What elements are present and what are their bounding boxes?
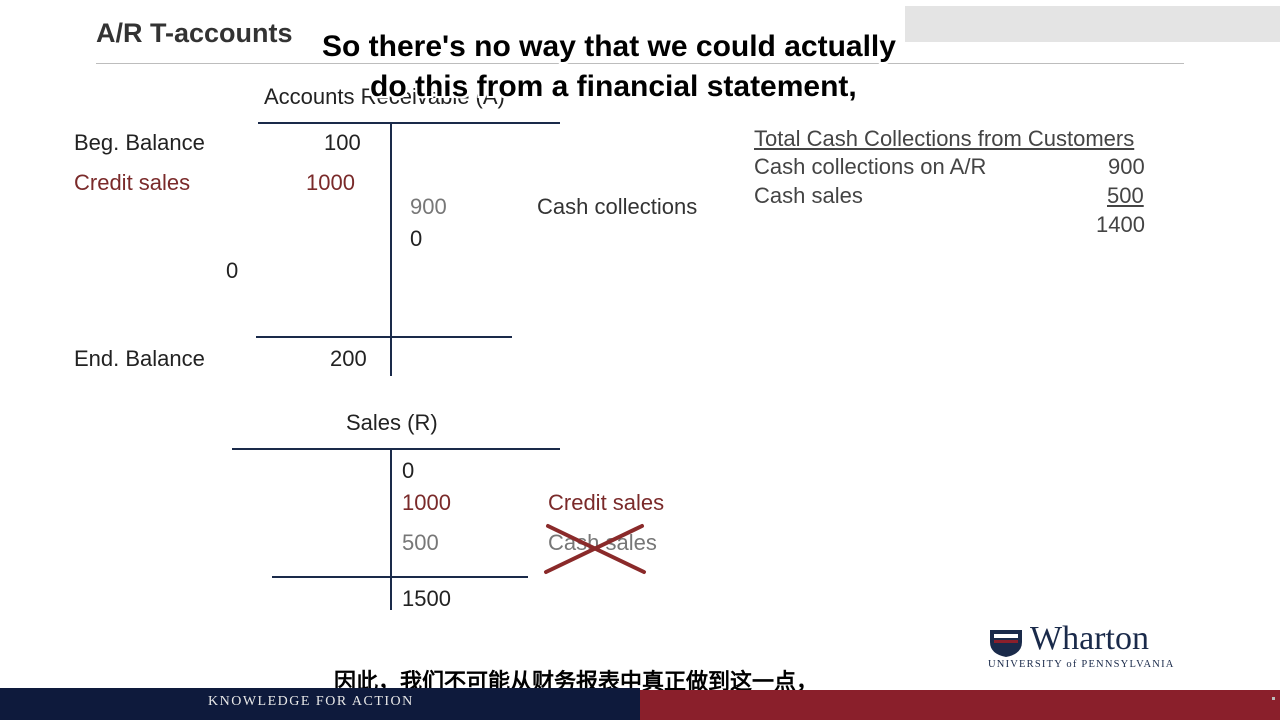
sales-bottom-line [272, 576, 528, 578]
strike-cross-icon [544, 524, 646, 574]
subtitle-line-1: So there's no way that we could actually [322, 30, 896, 63]
slide-edge-mark [1272, 697, 1275, 700]
ar-collections-label: Cash collections [537, 194, 698, 219]
sales-account-header: Sales (R) [346, 410, 438, 435]
ar-end-label: End. Balance [74, 346, 205, 371]
sales-credit-label: Credit sales [548, 490, 665, 515]
ar-beg-label: Beg. Balance [74, 130, 205, 155]
slide-title: A/R T-accounts [96, 18, 293, 48]
wharton-logo-subtext: UNIVERSITY of PENNSYLVANIA [988, 659, 1175, 670]
wharton-logo-text: Wharton [1030, 620, 1149, 657]
sales-credit-value: 1000 [402, 490, 451, 515]
wharton-shield-icon [990, 630, 1022, 657]
title-divider [96, 63, 1184, 64]
sales-cash-value: 500 [402, 530, 439, 555]
ar-credit-label: Credit sales [74, 170, 191, 195]
ar-left-zero: 0 [226, 258, 239, 283]
ar-end-value: 200 [330, 346, 367, 371]
cash-row-value: 500 [1107, 183, 1144, 208]
footer-bar-red [640, 690, 1280, 720]
subtitle-line-2: do this from a financial statement, [370, 70, 857, 103]
cash-row-label: Cash collections on A/R [754, 154, 987, 179]
sales-top-line [232, 448, 560, 450]
sales-zero: 0 [402, 458, 415, 483]
ar-beg-value: 100 [324, 130, 361, 155]
sales-total: 1500 [402, 586, 451, 611]
ar-account-header: Accounts Receivable (A) [264, 84, 505, 109]
ar-top-line [258, 122, 560, 124]
ar-vertical-line [390, 122, 392, 376]
ar-right-zero: 0 [410, 226, 423, 251]
top-right-banner [905, 6, 1280, 42]
ar-bottom-line [256, 336, 512, 338]
cash-row-label: Cash sales [754, 183, 863, 208]
ar-credit-value: 1000 [306, 170, 355, 195]
cash-row-value: 900 [1108, 154, 1145, 179]
cash-collections-header: Total Cash Collections from Customers [754, 126, 1135, 151]
ar-collections-value: 900 [410, 194, 447, 219]
footer-tagline: KNOWLEDGE FOR ACTION [208, 694, 414, 709]
footer-bar-navy [0, 688, 640, 720]
sales-vertical-line [390, 448, 392, 610]
cash-collections-total: 1400 [1096, 212, 1145, 237]
